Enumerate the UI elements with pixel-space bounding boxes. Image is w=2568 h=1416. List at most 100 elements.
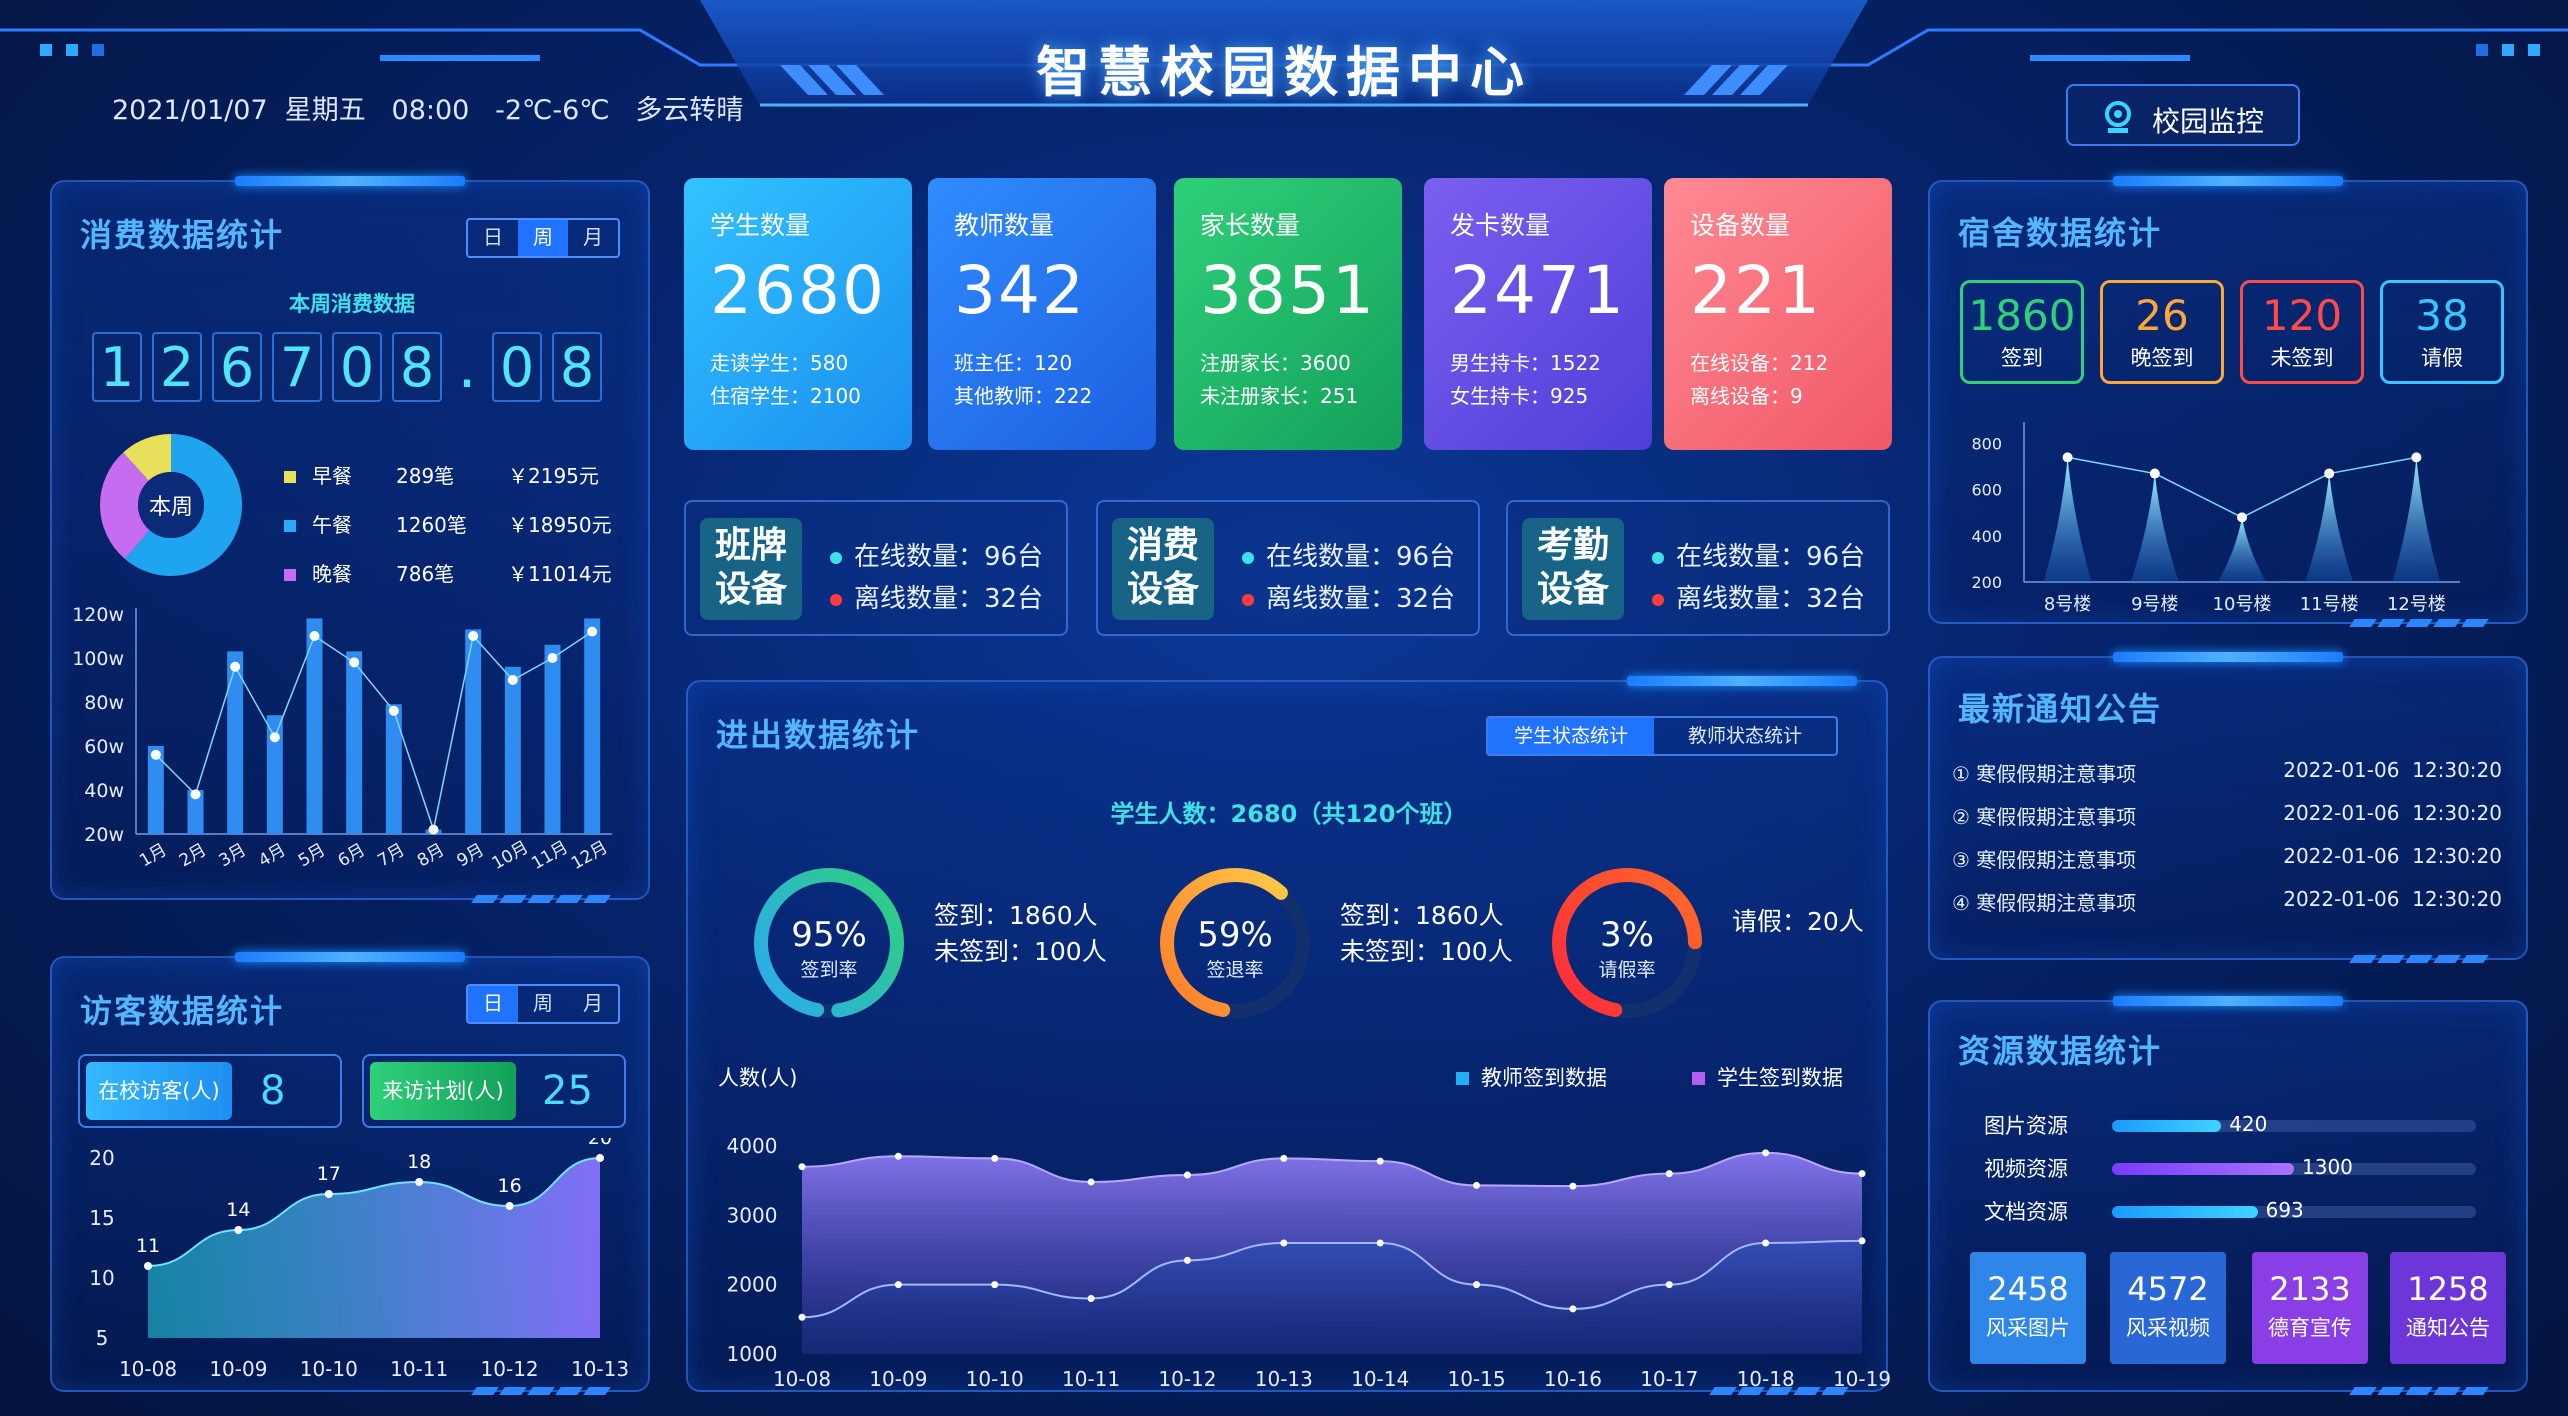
bar xyxy=(346,651,363,834)
stat-value: 3851 xyxy=(1200,252,1376,329)
notice-text: ② 寒假假期注意事项 xyxy=(1952,805,2137,829)
visitor-panel: 访客数据统计 日 周 月 在校访客(人) 8 来访计划(人) 25 5 10 15 2… xyxy=(50,952,650,1395)
stat-label: 家长数量 xyxy=(1200,211,1301,240)
x-tick-label: 10-09 xyxy=(209,1357,267,1381)
legend-breakfast: 早餐 289笔 ￥2195元 xyxy=(284,452,612,501)
x-tick-label: 11号楼 xyxy=(2300,594,2359,615)
legend-student: 学生签到数据 xyxy=(1692,1062,1843,1092)
notice-item[interactable]: ④ 寒假假期注意事项 2022-01-06 12:30:20 xyxy=(1952,887,2502,916)
bar xyxy=(306,618,323,834)
stat-value: 221 xyxy=(1690,252,1822,329)
data-point xyxy=(547,653,558,663)
data-point xyxy=(2062,452,2073,463)
resource-value: 420 xyxy=(2229,1112,2268,1136)
series-line xyxy=(2067,456,2417,519)
y-tick-label: 1000 xyxy=(727,1342,778,1366)
data-label: 11 xyxy=(136,1235,160,1257)
rate-ring: 95% 签到率 签到：1860人 未签到：100人 xyxy=(744,858,1124,1028)
series-line xyxy=(801,1239,1863,1319)
stat-detail: 在线设备：212 xyxy=(1690,351,1829,375)
stat-value: 2680 xyxy=(710,252,886,329)
stat-card: 发卡数量 2471 男生持卡：1522 女生持卡：925 xyxy=(1424,178,1652,450)
data-point xyxy=(587,626,598,637)
device-online: 在线数量：96台 xyxy=(830,536,1043,573)
bar xyxy=(385,704,402,834)
stat-detail: 离线设备：9 xyxy=(1690,384,1803,408)
tab-teacher-status[interactable]: 教师状态统计 xyxy=(1687,725,1802,747)
tab-day[interactable]: 日 xyxy=(468,986,518,1022)
consumption-title: 消费数据统计 xyxy=(80,216,285,254)
ring-line: 请假：20人 xyxy=(1732,907,1864,936)
ring-line: 未签到：100人 xyxy=(934,937,1107,966)
notice-panel: 最新通知公告 xyxy=(1928,652,2528,963)
dorm-stat-label: 晚签到 xyxy=(2130,346,2194,370)
x-tick-label: 8号楼 xyxy=(2044,594,2091,615)
resource-bar-fill xyxy=(2112,1120,2222,1132)
stat-detail: 女生持卡：925 xyxy=(1450,384,1589,408)
x-tick-label: 10-15 xyxy=(1447,1367,1505,1391)
tab-day[interactable]: 日 xyxy=(483,225,503,249)
resource-name: 文档资源 xyxy=(1984,1200,2068,1224)
y-tick-label: 5 xyxy=(96,1326,109,1350)
data-point xyxy=(1183,1256,1191,1264)
x-tick-label: 10-18 xyxy=(1737,1367,1795,1391)
data-point xyxy=(505,1202,514,1210)
dorm-stat-box: 38 请假 xyxy=(2380,280,2504,384)
stat-detail: 未注册家长：251 xyxy=(1200,384,1359,408)
tab-month[interactable]: 月 xyxy=(583,991,603,1015)
x-tick-label: 10号楼 xyxy=(2213,594,2272,615)
notice-text: ③ 寒假假期注意事项 xyxy=(1952,848,2137,872)
x-tick-label: 10-13 xyxy=(1255,1367,1313,1391)
x-tick-label: 4月 xyxy=(255,840,289,871)
data-point xyxy=(1280,1154,1288,1162)
stat-card: 设备数量 221 在线设备：212 离线设备：9 xyxy=(1664,178,1892,450)
resource-card: 4572 风采视频 xyxy=(2110,1252,2226,1364)
x-tick-label: 10-17 xyxy=(1640,1367,1698,1391)
device-name: 班牌 xyxy=(714,525,787,566)
total-digit: 1 xyxy=(92,332,142,402)
device-card: 班牌 设备 在线数量：96台 离线数量：32台 xyxy=(684,500,1068,636)
device-offline: 离线数量：32台 xyxy=(1652,578,1865,615)
visitor-area-chart: 5 10 15 20 11 10-08 14 10-09 17 10-10 18 10-11 16 10-… xyxy=(89,1138,629,1381)
data-point xyxy=(1858,1170,1866,1178)
spike-bar xyxy=(2392,457,2441,582)
resource-card-label: 风采图片 xyxy=(1986,1316,2070,1340)
stat-details: 在线设备：212 离线设备：9 xyxy=(1690,347,1866,413)
x-tick-label: 10-12 xyxy=(1158,1367,1216,1391)
dorm-stat-box: 26 晚签到 xyxy=(2100,280,2224,384)
y-tick-label: 3000 xyxy=(727,1203,778,1227)
data-point xyxy=(991,1154,999,1162)
dorm-stat-value: 26 xyxy=(2135,291,2189,340)
device-name: 设备 xyxy=(1536,569,1609,610)
plan-value: 25 xyxy=(542,1068,593,1114)
legend-lunch: 午餐 1260笔 ￥18950元 xyxy=(284,501,612,550)
data-point xyxy=(1473,1281,1481,1289)
y-tick-label: 4000 xyxy=(727,1134,778,1158)
bar xyxy=(187,790,204,834)
on-campus-visitors: 在校访客(人) 8 xyxy=(78,1054,342,1128)
resource-card: 2458 风采图片 xyxy=(1970,1252,2086,1364)
ring-arc xyxy=(1160,868,1310,1018)
stat-detail: 班主任：120 xyxy=(954,351,1073,375)
resource-value: 1300 xyxy=(2302,1155,2353,1179)
notice-item[interactable]: ① 寒假假期注意事项 2022-01-06 12:30:20 xyxy=(1952,758,2502,787)
ring-line: 签到：1860人 xyxy=(934,901,1098,930)
tab-student-status[interactable]: 学生状态统计 xyxy=(1488,718,1654,754)
decimal-point: . xyxy=(457,332,477,402)
spike-bar xyxy=(2218,517,2266,582)
notice-item[interactable]: ② 寒假假期注意事项 2022-01-06 12:30:20 xyxy=(1952,801,2502,830)
notice-item[interactable]: ③ 寒假假期注意事项 2022-01-06 12:30:20 xyxy=(1952,844,2502,873)
tab-week[interactable]: 周 xyxy=(533,991,553,1015)
stat-value: 2471 xyxy=(1450,252,1626,329)
y-tick-label: 400 xyxy=(1971,527,2002,546)
visitor-title: 访客数据统计 xyxy=(80,992,285,1030)
data-point xyxy=(324,1190,333,1198)
x-tick-label: 10月 xyxy=(489,837,532,874)
spike-bar xyxy=(2305,473,2354,582)
stat-value: 342 xyxy=(954,252,1086,329)
resource-card-value: 4572 xyxy=(2127,1270,2209,1308)
campus-monitor-button[interactable]: 校园监控 xyxy=(2066,84,2300,146)
tab-week[interactable]: 周 xyxy=(518,220,568,256)
tab-month[interactable]: 月 xyxy=(583,225,603,249)
